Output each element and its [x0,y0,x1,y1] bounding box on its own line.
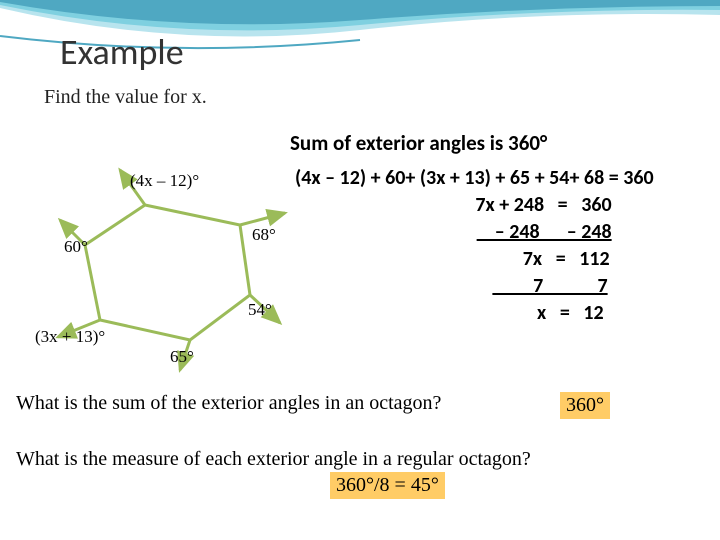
equation-line-3: – 248 – 248 [295,219,654,246]
angle-label-right-top: 68° [252,225,276,245]
answer-2: 360°/8 = 45° [330,472,445,499]
equation-line-2: 7x + 248 = 360 [295,192,654,219]
angle-label-right-bot: 54° [248,300,272,320]
question-2-text: What is the measure of each exterior ang… [16,448,531,470]
angle-label-left: 60° [64,237,88,257]
equation-line-5: 7 7 [295,273,654,300]
angle-label-bot-left: (3x + 13)° [35,327,105,347]
problem-text: Find the value for x. [44,86,207,109]
question-1-text: What is the sum of the exterior angles i… [16,392,441,414]
question-2: What is the measure of each exterior ang… [16,448,696,471]
sum-heading: Sum of exterior angles is 360° [290,130,547,156]
angle-label-bot: 65° [170,347,194,367]
equation-line-1: (4x – 12) + 60+ (3x + 13) + 65 + 54+ 68 … [295,165,654,192]
equation-line-6: x = 12 [295,300,654,327]
equation-work: (4x – 12) + 60+ (3x + 13) + 65 + 54+ 68 … [295,165,654,327]
hexagon-diagram: (4x – 12)° 60° 68° 54° (3x + 13)° 65° [30,165,290,365]
angle-label-top: (4x – 12)° [130,171,199,191]
equation-line-4: 7x = 112 [295,246,654,273]
page-title: Example [60,30,184,74]
answer-1: 360° [560,392,610,419]
